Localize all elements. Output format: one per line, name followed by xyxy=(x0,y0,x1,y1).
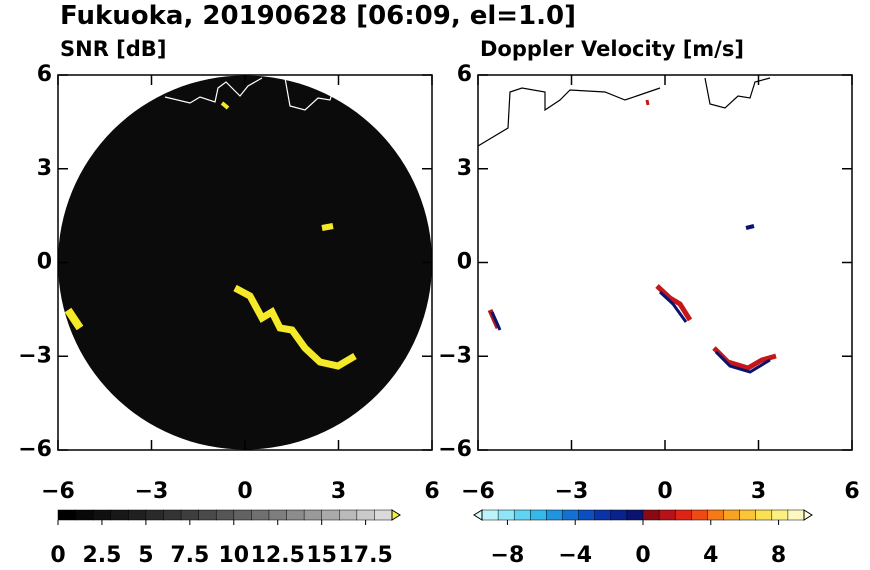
colorbar-tick-label: 4 xyxy=(703,543,718,568)
colorbar-cell xyxy=(674,509,692,521)
colorbar-extend xyxy=(473,509,483,521)
echoes xyxy=(64,77,777,374)
colorbar-cell xyxy=(339,509,358,521)
colorbar-cell xyxy=(110,509,129,521)
colorbar-cell xyxy=(562,509,580,521)
x-tick-label: −3 xyxy=(555,479,589,504)
colorbar-cell xyxy=(163,509,182,521)
y-tick-label: 0 xyxy=(37,250,52,275)
colorbar-tick-label: −4 xyxy=(558,543,592,568)
y-tick-label: 6 xyxy=(37,62,52,87)
colorbar-cell xyxy=(356,509,375,521)
colorbar-cell xyxy=(513,509,531,521)
colorbar-cell xyxy=(707,509,725,521)
y-tick-label: −3 xyxy=(18,343,52,368)
colorbar-cell xyxy=(546,509,564,521)
x-tick-label: 0 xyxy=(237,479,252,504)
colorbar-cell xyxy=(145,509,165,521)
colorbar-cell xyxy=(610,509,628,521)
colorbar-cell xyxy=(374,509,393,521)
colorbar-cell xyxy=(92,509,112,521)
subtitle: Doppler Velocity [m/s] xyxy=(480,37,744,61)
colorbar-cell xyxy=(321,509,340,521)
x-tick-label: 3 xyxy=(331,479,346,504)
x-tick-label: 3 xyxy=(751,479,766,504)
colorbar-tick-label: 8 xyxy=(771,543,786,568)
colorbar-cell xyxy=(723,509,741,521)
colorbar-cell xyxy=(787,509,805,521)
colorbar-cell xyxy=(251,509,270,521)
radar-disc xyxy=(58,75,432,450)
y-tick-label: 6 xyxy=(457,62,472,87)
colorbar-tick-label: 2.5 xyxy=(82,543,121,568)
colorbar-tick-label: −8 xyxy=(491,543,525,568)
colorbar-cell xyxy=(75,509,94,521)
colorbar-cell xyxy=(128,509,147,521)
x-tick-label: 6 xyxy=(844,479,859,504)
colorbar-tick-label: 0 xyxy=(50,543,65,568)
colorbar-cell xyxy=(180,509,200,521)
y-tick-label: 3 xyxy=(457,156,472,181)
colorbar-cell xyxy=(642,509,660,521)
colorbar-tick-label: 12.5 xyxy=(251,543,305,568)
colorbar-cell xyxy=(286,509,305,521)
x-tick-label: 6 xyxy=(424,479,439,504)
colorbar-tick-label: 10 xyxy=(218,543,249,568)
x-tick-label: −6 xyxy=(41,479,75,504)
colorbar-cell xyxy=(497,509,515,521)
x-tick-label: −6 xyxy=(461,479,495,504)
y-tick-label: 0 xyxy=(457,250,472,275)
colorbar-extend xyxy=(803,509,813,521)
colorbar-cell xyxy=(626,509,644,521)
plot-frame xyxy=(477,74,853,451)
colorbar-tick-label: 5 xyxy=(138,543,153,568)
colorbar-cell xyxy=(268,509,288,521)
colorbar-tick-label: 15 xyxy=(306,543,337,568)
colorbar-cell xyxy=(755,509,773,521)
colorbar-tick-label: 0 xyxy=(635,543,650,568)
colorbar-cell xyxy=(530,509,547,521)
title: Fukuoka, 20190628 [06:09, el=1.0] xyxy=(60,1,576,31)
x-tick-label: −3 xyxy=(135,479,169,504)
colorbar-cell xyxy=(233,509,252,521)
colorbar-cell xyxy=(594,509,612,521)
y-tick-label: −3 xyxy=(438,343,472,368)
colorbar-cell xyxy=(198,509,217,521)
y-tick-label: 3 xyxy=(37,156,52,181)
colorbar-cell xyxy=(303,509,323,521)
colorbar-tick-label: 7.5 xyxy=(170,543,209,568)
colorbar-cell xyxy=(215,509,235,521)
colorbar-cell xyxy=(658,509,676,521)
colorbar-cell xyxy=(481,509,499,521)
colorbar-cell xyxy=(578,509,596,521)
y-tick-label: −6 xyxy=(438,437,472,462)
colorbar-cell xyxy=(771,509,789,521)
colorbar-cell xyxy=(739,509,757,521)
y-tick-label: −6 xyxy=(18,437,52,462)
x-tick-label: 0 xyxy=(657,479,672,504)
colorbar-cell xyxy=(691,509,708,521)
colorbar-cell xyxy=(57,509,77,521)
subtitle: SNR [dB] xyxy=(60,37,166,61)
colorbar-tick-label: 17.5 xyxy=(338,543,392,568)
colorbar-extend xyxy=(391,509,401,521)
